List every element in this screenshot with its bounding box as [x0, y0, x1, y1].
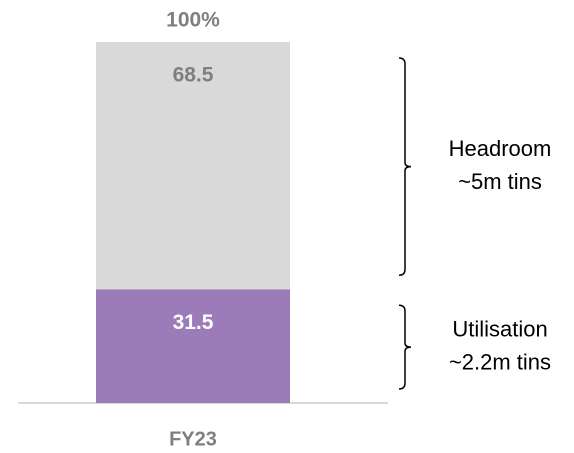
bar-segment [96, 42, 290, 290]
data-label: 31.5 [173, 311, 214, 334]
bar-segment [96, 289, 290, 403]
annotation: Headroom [449, 136, 552, 161]
data-label: 68.5 [173, 64, 214, 87]
annotation: ~5m tins [458, 169, 542, 194]
x-tick-label: FY23 [169, 428, 217, 450]
bracket [398, 304, 412, 390]
total-label: 100% [166, 9, 220, 32]
bracket [398, 57, 412, 277]
annotation: ~2.2m tins [449, 349, 551, 374]
annotation: Utilisation [452, 316, 547, 341]
